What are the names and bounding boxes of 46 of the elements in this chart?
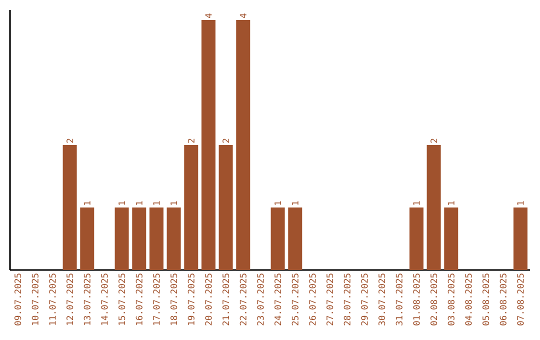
x-tick-label: 09.07.2025 bbox=[14, 274, 22, 326]
data-label: 1 bbox=[84, 201, 90, 205]
data-label: 1 bbox=[517, 201, 524, 205]
x-tick-label: 27.07.2025 bbox=[326, 274, 334, 326]
x-tick-label: 21.07.2025 bbox=[222, 274, 230, 326]
data-label: 4 bbox=[240, 14, 246, 18]
x-tick-label: 26.07.2025 bbox=[309, 274, 316, 326]
data-label: 2 bbox=[430, 138, 438, 143]
x-tick-label: 29.07.2025 bbox=[361, 274, 368, 326]
x-tick-label: 16.07.2025 bbox=[136, 274, 142, 325]
x-tick-label: 22.07.2025 bbox=[240, 274, 246, 326]
x-tick-label: 11.07.2025 bbox=[49, 274, 56, 325]
data-label: 1 bbox=[170, 201, 178, 205]
data-label: 2 bbox=[222, 138, 230, 143]
x-tick-label: 05.08.2025 bbox=[482, 274, 490, 326]
data-label: 1 bbox=[413, 201, 420, 205]
x-tick-label: 28.07.2025 bbox=[344, 274, 350, 326]
data-label: 1 bbox=[448, 201, 454, 205]
x-tick-label: 18.07.2025 bbox=[170, 274, 178, 325]
x-tick-label: 14.07.2025 bbox=[101, 274, 108, 325]
x-tick-label: 02.08.2025 bbox=[430, 274, 438, 326]
x-tick-label: 19.07.2025 bbox=[188, 274, 194, 325]
data-label: 1 bbox=[153, 201, 160, 205]
x-tick-label: 03.08.2025 bbox=[448, 274, 454, 326]
x-tick-label: 15.07.2025 bbox=[118, 274, 126, 325]
x-tick-label: 25.07.2025 bbox=[292, 274, 298, 326]
data-label: 1 bbox=[118, 201, 126, 205]
data-label: 1 bbox=[292, 201, 298, 205]
data-label: 1 bbox=[136, 201, 142, 205]
x-tick-label: 07.08.2025 bbox=[517, 274, 524, 326]
x-tick-label: 23.07.2025 bbox=[257, 274, 264, 326]
x-tick-label: 06.08.2025 bbox=[500, 274, 506, 326]
data-label: 4 bbox=[205, 14, 212, 18]
x-tick-label: 04.08.2025 bbox=[465, 274, 472, 326]
x-tick-label: 24.07.2025 bbox=[274, 274, 282, 326]
x-tick-label: 17.07.2025 bbox=[153, 274, 160, 325]
x-tick-label: 13.07.2025 bbox=[84, 274, 90, 325]
data-label: 2 bbox=[66, 138, 74, 143]
x-tick-label: 01.08.2025 bbox=[413, 274, 420, 326]
data-label: 1 bbox=[274, 201, 282, 205]
x-tick-label: 31.07.2025 bbox=[396, 274, 402, 326]
data-label: 2 bbox=[188, 138, 194, 143]
x-tick-label: 30.07.2025 bbox=[378, 274, 386, 326]
x-tick-label: 10.07.2025 bbox=[32, 274, 38, 325]
x-tick-label: 20.07.2025 bbox=[205, 274, 212, 326]
x-tick-label: 12.07.2025 bbox=[66, 274, 74, 325]
